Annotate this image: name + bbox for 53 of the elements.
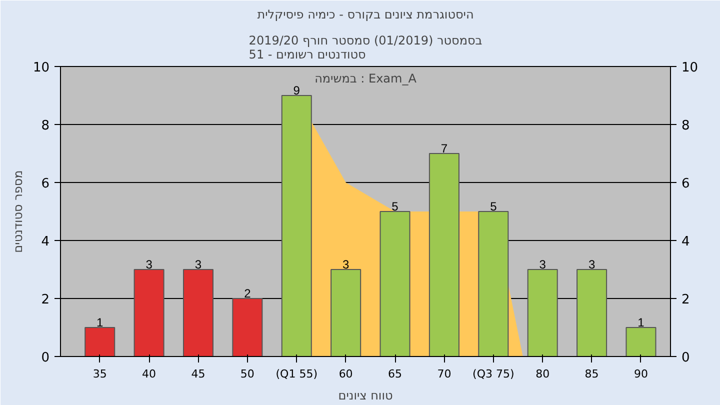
annotation: במשימה : Exam_A: [314, 72, 418, 86]
data-label: 3: [588, 258, 596, 272]
y-tick-label: 4: [41, 234, 50, 250]
bar: [281, 95, 312, 356]
data-label: 1: [96, 316, 104, 330]
bar: [134, 269, 164, 356]
data-label: 3: [194, 258, 202, 272]
y2-tick-label: 0: [682, 350, 690, 366]
data-label: 5: [392, 200, 399, 214]
y2-tick-label: 2: [682, 292, 690, 308]
y2-tick-label: 6: [682, 176, 690, 192]
x-tick-label: 85: [584, 368, 599, 380]
data-label: 7: [440, 142, 448, 156]
bar: [428, 153, 460, 356]
x-tick-label: (Q3 75): [472, 368, 514, 380]
x-tick-label: 50: [240, 368, 254, 380]
y-axis-title: מספר סטודנטים: [10, 170, 25, 253]
x-tick-label: 65: [388, 368, 402, 380]
y-tick-label: 8: [41, 118, 50, 134]
x-axis-title: טווח ציונים: [338, 388, 393, 402]
x-tick-label: 40: [142, 368, 156, 380]
bar: [232, 298, 263, 356]
y2-tick-label: 10: [682, 60, 698, 76]
y2-tick-label: 8: [682, 118, 690, 134]
data-label: 5: [490, 200, 498, 214]
bar: [84, 327, 116, 356]
data-label: 9: [293, 84, 300, 98]
y-tick-label: 0: [41, 350, 50, 366]
chart-title: היסטוגרמת ציונים בקורס - כימיה פיסיקלית: [257, 8, 474, 22]
bar: [330, 269, 362, 356]
bar: [626, 327, 656, 356]
x-tick-label: 80: [536, 368, 550, 380]
bar: [527, 269, 558, 356]
bar: [576, 269, 608, 356]
data-label: 3: [146, 258, 153, 272]
x-tick-label: 35: [92, 368, 107, 380]
bar: [380, 211, 410, 356]
data-label: 2: [244, 286, 252, 300]
bar: [182, 269, 214, 356]
bar: [478, 211, 509, 356]
y-tick-label: 2: [41, 292, 50, 308]
data-label: 3: [539, 258, 546, 272]
x-tick-label: 45: [191, 368, 206, 380]
x-tick-label: 60: [338, 368, 353, 380]
chart-subtitle: בסמסטר (01/2019) סמסטר חורף 2019/20 סטודנטים רשומים - 51: [248, 34, 482, 62]
x-tick-label: (Q1 55): [276, 368, 318, 380]
x-tick-label: 70: [437, 368, 452, 380]
y-tick-label: 6: [41, 176, 50, 192]
data-label: 1: [638, 316, 645, 330]
y-tick-label: 10: [32, 60, 50, 76]
y2-tick-label: 4: [682, 234, 690, 250]
x-tick-label: 90: [634, 368, 648, 380]
data-label: 3: [342, 258, 350, 272]
